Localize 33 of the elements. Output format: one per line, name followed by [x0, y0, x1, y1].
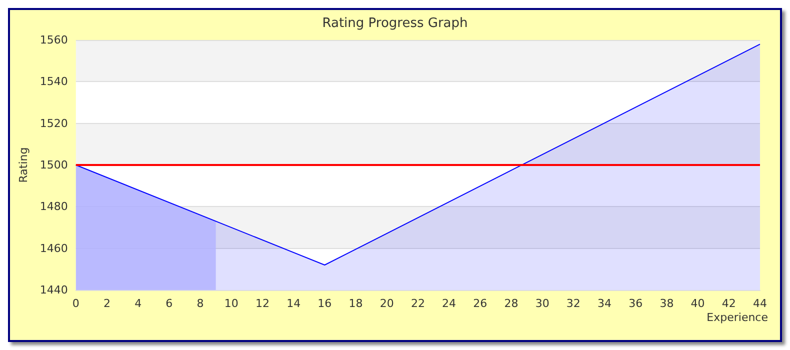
y-tick-label: 1440 — [40, 284, 68, 296]
y-tick-label: 1520 — [40, 116, 68, 130]
x-tick-label: 2 — [103, 297, 110, 310]
y-axis-title: Rating — [17, 147, 30, 183]
x-tick-label: 10 — [224, 297, 238, 310]
x-tick-label: 20 — [380, 297, 394, 310]
x-tick-label: 34 — [598, 297, 612, 310]
x-tick-label: 0 — [72, 297, 80, 310]
x-tick-label: 8 — [196, 297, 204, 310]
x-tick-label: 6 — [166, 297, 173, 310]
y-tick-label: 1560 — [40, 34, 68, 46]
x-tick-label: 12 — [255, 297, 270, 310]
x-tick-label: 24 — [442, 297, 456, 310]
y-tick-label: 1500 — [40, 158, 68, 172]
x-tick-label: 42 — [722, 297, 736, 310]
x-tick-label: 18 — [348, 297, 363, 310]
x-tick-label: 14 — [286, 297, 301, 310]
x-tick-label: 40 — [690, 297, 705, 310]
x-tick-label: 22 — [410, 297, 425, 310]
chart-title: Rating Progress Graph — [322, 16, 468, 31]
x-tick-label: 44 — [753, 297, 767, 310]
x-tick-label: 28 — [504, 297, 518, 310]
x-tick-label: 36 — [628, 297, 643, 310]
y-tick-label: 1540 — [40, 75, 68, 88]
x-tick-label: 4 — [134, 297, 142, 310]
y-tick-label: 1480 — [40, 200, 68, 214]
x-tick-label: 26 — [473, 297, 488, 310]
x-axis-title: Experience — [706, 311, 768, 324]
x-tick-label: 30 — [535, 297, 550, 310]
y-tick-label: 1460 — [40, 242, 68, 255]
x-tick-label: 32 — [566, 297, 580, 310]
x-tick-label: 38 — [660, 297, 674, 310]
x-tick-label: 16 — [318, 297, 332, 310]
